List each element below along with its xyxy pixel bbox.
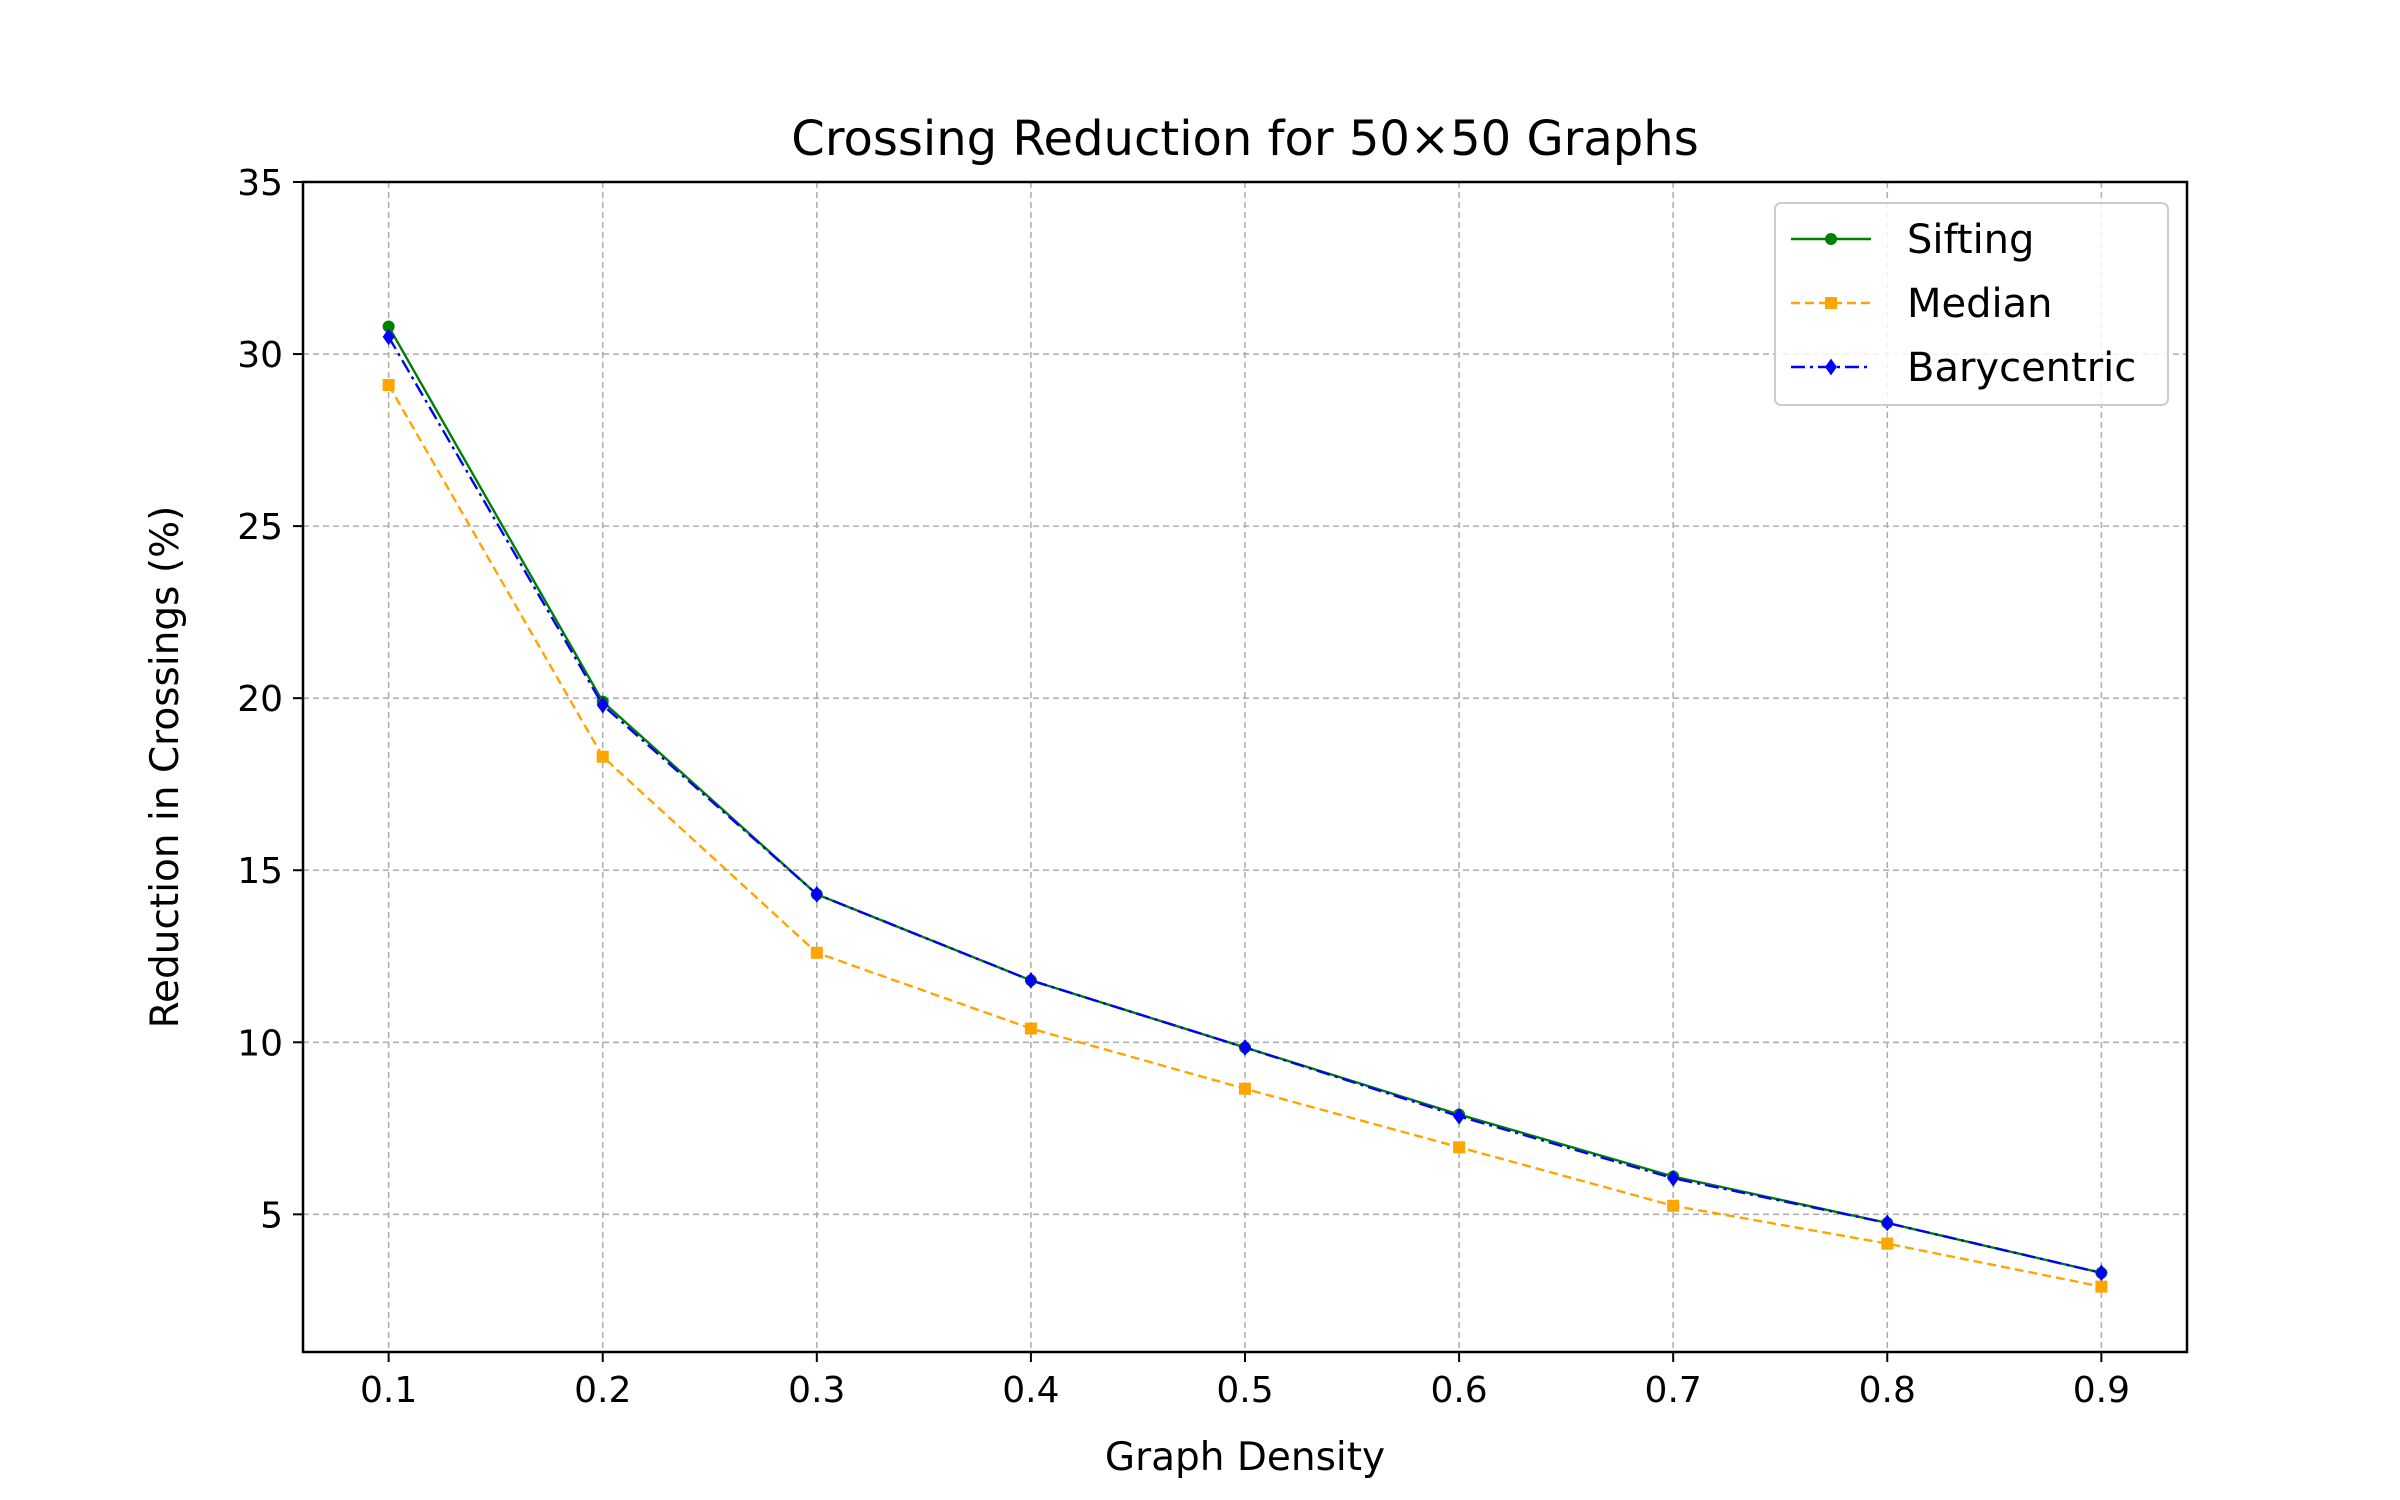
legend: Sifting Median Barycentric xyxy=(1774,202,2169,406)
y-tick-label: 5 xyxy=(260,1195,283,1236)
x-tick-label: 0.2 xyxy=(574,1370,631,1411)
legend-marker-barycentric xyxy=(1825,358,1837,376)
data-point-barycentric xyxy=(2095,1264,2108,1282)
legend-marker-median xyxy=(1825,297,1837,309)
x-axis-ticks: 0.1 0.2 0.3 0.4 0.5 0.6 0.7 0.8 0.9 xyxy=(360,1352,2130,1411)
legend-item-sifting: Sifting xyxy=(1791,217,2034,263)
data-point-barycentric xyxy=(1453,1107,1466,1125)
series-median xyxy=(382,379,2108,1293)
data-point-barycentric xyxy=(810,885,823,903)
legend-box xyxy=(1774,202,2169,406)
data-point-sifting xyxy=(382,320,395,333)
legend-marker-sifting xyxy=(1825,233,1837,245)
y-tick-label: 25 xyxy=(237,507,283,548)
y-axis-ticks: 5 10 15 20 25 30 35 xyxy=(237,163,303,1236)
data-point-barycentric xyxy=(382,328,395,346)
y-axis-title: Reduction in Crossings (%) xyxy=(143,506,188,1029)
data-point-median xyxy=(1881,1237,1894,1250)
data-point-barycentric xyxy=(1667,1169,1680,1187)
data-point-median xyxy=(596,750,609,763)
legend-label-median: Median xyxy=(1907,281,2053,327)
data-point-median xyxy=(1667,1199,1680,1212)
data-point-barycentric xyxy=(1024,971,1037,989)
y-tick-label: 10 xyxy=(237,1023,283,1064)
y-tick-label: 15 xyxy=(237,851,283,892)
y-tick-label: 35 xyxy=(237,163,283,204)
data-point-median xyxy=(1024,1022,1037,1035)
x-tick-label: 0.9 xyxy=(2073,1370,2130,1411)
x-tick-label: 0.8 xyxy=(1859,1370,1916,1411)
data-point-median xyxy=(382,379,395,392)
data-point-median xyxy=(2095,1280,2108,1293)
chart-title: Crossing Reduction for 50×50 Graphs xyxy=(791,111,1698,167)
y-tick-label: 20 xyxy=(237,679,283,720)
series-layer xyxy=(382,320,2108,1293)
legend-label-sifting: Sifting xyxy=(1907,217,2034,263)
x-tick-label: 0.1 xyxy=(360,1370,417,1411)
x-tick-label: 0.6 xyxy=(1430,1370,1487,1411)
data-point-median xyxy=(1239,1082,1251,1095)
data-point-median xyxy=(810,946,823,959)
data-point-barycentric xyxy=(1881,1214,1894,1232)
data-point-median xyxy=(1453,1141,1466,1154)
data-point-barycentric xyxy=(596,696,609,714)
x-tick-label: 0.4 xyxy=(1002,1370,1059,1411)
series-barycentric xyxy=(382,328,2108,1282)
legend-label-barycentric: Barycentric xyxy=(1907,345,2136,391)
x-tick-label: 0.7 xyxy=(1645,1370,1702,1411)
legend-item-barycentric: Barycentric xyxy=(1791,345,2136,391)
x-axis-title: Graph Density xyxy=(1105,1435,1385,1480)
x-tick-label: 0.3 xyxy=(788,1370,845,1411)
legend-item-median: Median xyxy=(1791,281,2053,327)
y-tick-label: 30 xyxy=(237,335,283,376)
data-point-barycentric xyxy=(1239,1039,1251,1056)
x-tick-label: 0.5 xyxy=(1216,1370,1273,1411)
